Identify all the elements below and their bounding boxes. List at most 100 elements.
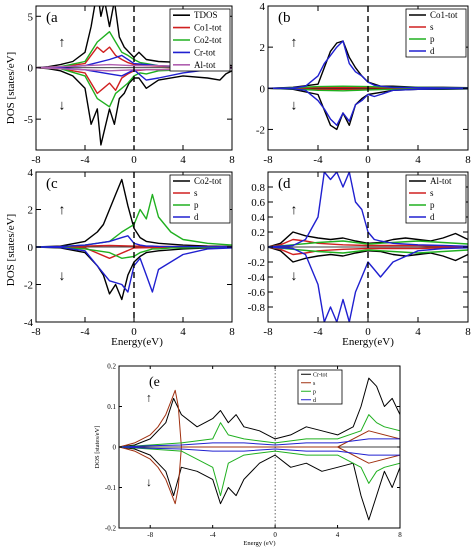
x-tick-label: 8 <box>229 326 235 338</box>
y-tick-label: -5 <box>24 114 34 126</box>
series-d-up <box>268 172 468 248</box>
series-p-down <box>36 246 232 259</box>
legend-entry: p <box>194 200 199 210</box>
y-tick-label: -0.1 <box>105 484 117 492</box>
panel-label: (b <box>278 10 291 26</box>
panel-label: (a <box>46 10 58 26</box>
panel-label: (c <box>46 176 58 192</box>
x-tick-label: 8 <box>465 326 471 338</box>
series-d-up <box>119 438 400 448</box>
series-d-down <box>119 446 400 456</box>
panel-label: (d <box>278 176 291 192</box>
x-tick-label: -8 <box>31 326 41 338</box>
x-tick-label: 0 <box>131 326 137 338</box>
legend-entry: d <box>194 212 199 222</box>
x-tick-label: -4 <box>210 531 216 539</box>
legend: Cr-tot spd <box>297 369 343 405</box>
y-tick-label: 0 <box>28 242 34 254</box>
y-tick-label: -2 <box>256 124 265 136</box>
panel-label: (e <box>149 375 160 390</box>
series-p-up <box>119 414 400 448</box>
legend-entry: p <box>430 34 435 44</box>
series-s-down <box>119 446 400 505</box>
legend: TDOS Co1-tot Co2-tot Cr-tot Al-tot <box>169 8 231 72</box>
legend-entry: p <box>313 389 316 395</box>
panel-a: -8 -4 0 4 8 -5 0 5 (a↑ ↓ TDOS Co1-tot Co2-tot Cr-tot A… <box>24 5 235 166</box>
legend-entry: Cr-tot <box>313 372 328 378</box>
y-tick-label: 0.2 <box>107 363 116 371</box>
legend-entry: Al-tot <box>194 60 216 70</box>
panel-e: -8 -4 0 4 8 -0.2 -0.1 0 0.1 0.2 (e↑ ↓ Cr-tot spd Energ… <box>94 363 402 548</box>
y-tick-label: 0.4 <box>251 212 265 224</box>
y-tick-label: 0 <box>28 63 34 75</box>
series-cr-tot-down <box>119 446 400 521</box>
y-tick-label: 0.2 <box>251 227 265 239</box>
y-axis-title-top: DOS [states/eV] <box>5 52 17 124</box>
legend-entry: s <box>430 22 434 32</box>
legend-box <box>405 8 467 58</box>
y-tick-label: 2 <box>260 42 266 54</box>
legend-entry: Co2-tot <box>194 176 222 186</box>
spin-down-arrow: ↓ <box>291 269 298 284</box>
x-tick-label: -8 <box>31 154 41 166</box>
x-axis-title: Energy (eV) <box>243 540 275 547</box>
y-tick-label: -0.4 <box>248 272 266 284</box>
legend-box <box>297 369 343 405</box>
series-d-up <box>268 40 468 89</box>
x-tick-label: -4 <box>313 326 323 338</box>
x-tick-label: -4 <box>80 326 90 338</box>
y-tick-label: 0.1 <box>107 403 116 411</box>
y-tick-label: -2 <box>24 280 33 292</box>
x-tick-label: 4 <box>336 531 340 539</box>
y-tick-label: -0.6 <box>248 287 266 299</box>
legend: Co2-tot spd <box>169 174 231 224</box>
spin-up-arrow: ↑ <box>291 203 298 218</box>
legend-entry: Co1-tot <box>430 10 458 20</box>
y-tick-label: 0.8 <box>251 182 265 194</box>
spin-up-arrow: ↑ <box>59 35 66 50</box>
x-tick-label: 4 <box>180 326 186 338</box>
x-tick-label: 8 <box>229 154 235 166</box>
x-axis-title-mid-left: Energy(eV) <box>111 336 163 348</box>
legend-entry: Co2-tot <box>194 35 222 45</box>
series-al-tot-down <box>268 246 468 263</box>
y-axis-title: DOS [states/eV] <box>94 426 101 469</box>
y-tick-label: 4 <box>260 1 266 13</box>
x-tick-label: -4 <box>80 154 90 166</box>
y-tick-label: -4 <box>24 317 34 329</box>
x-tick-label: 0 <box>365 326 371 338</box>
legend-entry: s <box>313 381 316 387</box>
spin-up-arrow: ↑ <box>146 391 152 405</box>
x-tick-label: -8 <box>263 326 273 338</box>
spin-up-arrow: ↑ <box>291 35 298 50</box>
spin-down-arrow: ↓ <box>291 99 298 114</box>
y-tick-label: 0.6 <box>251 197 265 209</box>
x-axis-title-mid-right: Energy(eV) <box>342 336 394 348</box>
legend-entry: p <box>430 200 435 210</box>
x-tick-label: 0 <box>365 154 371 166</box>
legend-box <box>169 174 231 224</box>
x-tick-label: 0 <box>273 531 277 539</box>
series-cr-tot-up <box>119 377 400 448</box>
legend-entry: Co1-tot <box>194 23 222 33</box>
y-tick-label: 0 <box>260 83 266 95</box>
x-tick-label: -4 <box>313 154 323 166</box>
legend-entry: Cr-tot <box>194 47 216 57</box>
legend-entry: s <box>194 188 198 198</box>
series-s-down <box>268 246 468 256</box>
series-s-up <box>119 389 400 448</box>
y-tick-label: 0 <box>260 242 266 254</box>
legend-entry: d <box>430 46 435 56</box>
y-tick-label: -0.2 <box>248 257 265 269</box>
legend-entry: d <box>430 212 435 222</box>
x-tick-label: -8 <box>263 154 273 166</box>
y-tick-label: 0 <box>113 444 117 452</box>
series-tdos-down <box>36 67 232 146</box>
legend-entry: TDOS <box>194 10 218 20</box>
panel-d: -8 -4 0 4 8 -0.8 -0.6 -0.4 -0.2 0 0.2 0.4 0.6 0.8 (d↑ ↓… <box>248 171 471 338</box>
x-tick-label: 8 <box>465 154 471 166</box>
y-tick-label: -0.8 <box>248 302 266 314</box>
legend-entry: d <box>313 398 316 404</box>
